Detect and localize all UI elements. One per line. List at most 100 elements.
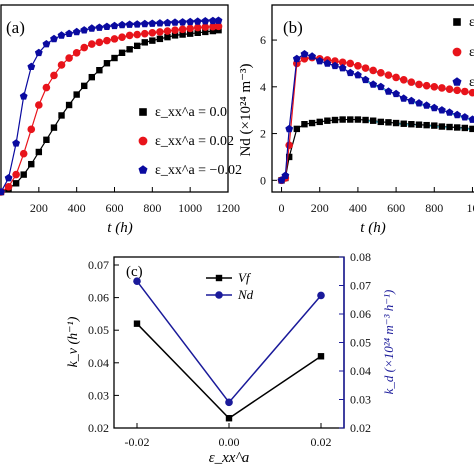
panel-a-point: [27, 62, 36, 70]
panel-a-point: [81, 82, 88, 90]
panel-b-point: [438, 106, 446, 114]
panel-b-point: [369, 117, 377, 124]
panel-c-ytick-right-label: 0.07: [350, 279, 371, 293]
panel-a-point: [110, 21, 119, 30]
panel-a-point: [141, 39, 148, 46]
panel-a-point: [193, 17, 202, 25]
panel-c: (c) -0.02 0.00 0.02 0.02 0.03 0.04 0.05 0.06 0.0…: [66, 250, 396, 466]
panel-b-point: [400, 120, 407, 127]
panel-a-point: [50, 124, 58, 131]
panel-a-point: [57, 61, 66, 69]
panel-b-point: [362, 116, 369, 124]
panel-a-point: [4, 174, 13, 182]
panel-a-point: [65, 54, 73, 62]
panel-a-point: [201, 23, 210, 31]
panel-c-ytick-right-label: 0.02: [350, 421, 371, 435]
panel-a-point: [125, 31, 134, 40]
panel-b-xtick-label: 400: [349, 201, 367, 215]
panel-b-legend: ε_xx^a ε_xx^a ε_xx^a: [452, 15, 474, 90]
panel-a-point: [148, 19, 157, 27]
panel-b-xtick-label: 600: [387, 201, 405, 215]
panel-a-point: [209, 27, 217, 35]
panel-b-point: [308, 52, 316, 60]
panel-a-point: [87, 24, 96, 32]
panel-b-point: [361, 64, 370, 72]
panel-c-point: [133, 277, 141, 286]
panel-b-point: [281, 171, 290, 179]
panel-a-point: [201, 17, 210, 25]
panel-a-point: [50, 34, 58, 43]
panel-b-ytick-label: 4: [260, 80, 266, 94]
panel-b-point: [392, 89, 400, 98]
panel-b-point: [369, 66, 377, 75]
panel-b-point: [430, 83, 439, 91]
panel-b-point: [354, 116, 362, 123]
panel-b-xtick-label: 200: [311, 201, 329, 215]
panel-c-legend: Vf Nd: [206, 270, 254, 302]
panel-b-point: [285, 153, 293, 161]
panel-a-point: [193, 23, 202, 32]
panel-b-legend-label: ε_xx^a: [469, 75, 474, 90]
panel-a-point: [103, 60, 111, 67]
panel-c-ytick-right-label: 0.04: [350, 364, 371, 378]
panel-b-point: [430, 103, 439, 112]
panel-b-point: [446, 123, 453, 131]
panel-a-point: [202, 28, 209, 36]
panel-a-point: [19, 92, 28, 100]
panel-a-point: [58, 112, 65, 119]
panel-c-ytick-left-label: 0.04: [88, 356, 109, 370]
panel-b-label: (b): [283, 18, 303, 37]
panel-a-point: [72, 27, 81, 36]
panel-b-point: [392, 119, 400, 127]
panel-a-point: [34, 48, 43, 57]
panel-c-legend-marker: [215, 274, 223, 282]
panel-a-point: [43, 136, 50, 143]
panel-a-point: [72, 49, 81, 57]
panel-a-point: [209, 22, 217, 31]
panel-a-point: [50, 71, 58, 80]
panel-b-point: [331, 61, 339, 70]
panel-a-point: [57, 31, 66, 39]
panel-c-series-line: [136, 280, 322, 404]
panel-a-point: [111, 54, 118, 62]
panel-a-point: [186, 24, 194, 33]
panel-b-point: [292, 54, 301, 63]
panel-b-point: [377, 68, 385, 77]
panel-b-point: [423, 121, 430, 129]
panel-a-label: (a): [6, 18, 25, 37]
panel-a-series: [0, 16, 223, 196]
panel-a-legend-marker: [138, 165, 148, 174]
panel-c-point: [225, 398, 233, 407]
panel-b-point: [384, 71, 393, 79]
panel-b-point: [301, 121, 308, 128]
panel-c-ytick-left-label: 0.05: [88, 323, 109, 337]
panel-b-point: [331, 57, 339, 65]
panel-b-point: [399, 94, 408, 102]
panel-c-ytick-right-label: 0.05: [350, 336, 371, 350]
panel-b-point: [453, 110, 462, 119]
panel-c-ytick-right-label: 0.03: [350, 393, 371, 407]
panel-b-point: [385, 119, 392, 126]
panel-b: (b) 0 200 400 600 800 10 0 2 4 6 t (h) Nd (×10²⁴ …: [238, 4, 474, 236]
panel-a-point: [96, 67, 103, 74]
panel-a-point: [20, 171, 27, 178]
panel-a-legend-label: ε_xx^a = 0.02: [155, 134, 234, 149]
panel-a-point: [80, 26, 89, 34]
panel-b-point: [453, 124, 461, 131]
panel-b-fit-line: [365, 79, 474, 122]
panel-a-point: [27, 125, 36, 134]
panel-b-series-line: [281, 118, 474, 181]
panel-b-point: [438, 123, 446, 130]
panel-b-point: [361, 75, 370, 84]
panel-b-point: [422, 101, 431, 109]
panel-a-point: [125, 20, 134, 28]
panel-b-point: [300, 50, 309, 58]
panel-c-ylabel-left: k_v (h⁻¹): [66, 316, 81, 367]
panel-b-point: [346, 59, 355, 68]
panel-b-point: [468, 115, 474, 123]
panel-b-legend-marker: [452, 77, 462, 86]
panel-a-point: [214, 16, 223, 24]
panel-b-xtick-label: 10: [466, 201, 474, 215]
panel-c-point: [317, 291, 325, 300]
panel-a-point: [12, 170, 20, 179]
